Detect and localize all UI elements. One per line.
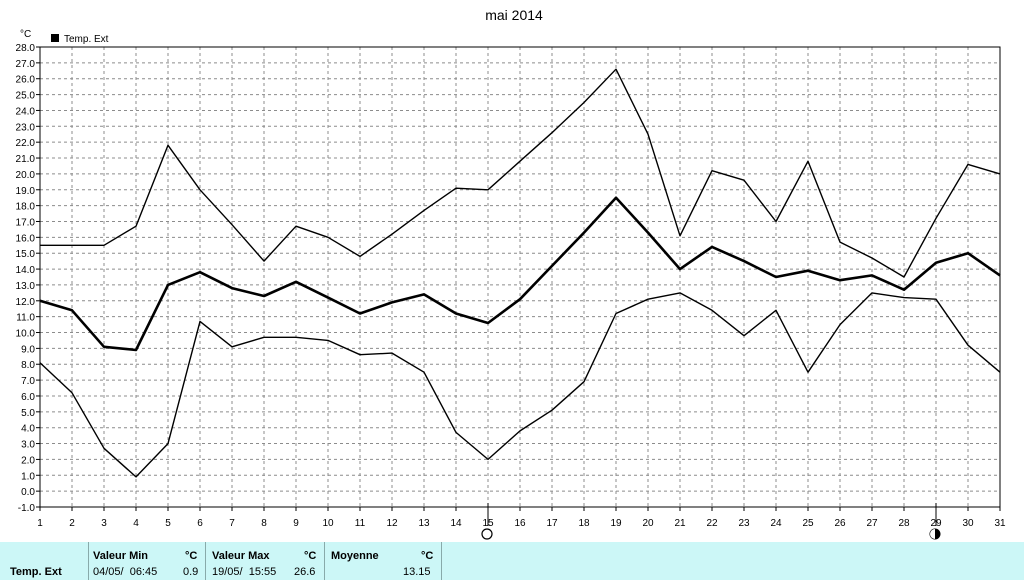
grid (40, 47, 1000, 507)
series-line-1 (40, 68, 1001, 278)
new-moon-icon-highlight (930, 529, 935, 539)
y-tick-label: 6.0 (21, 392, 35, 403)
chart-title: mai 2014 (485, 7, 543, 23)
y-tick-label: 25.0 (16, 91, 36, 102)
x-tick-label: 30 (962, 518, 974, 529)
y-tick-label: 27.0 (16, 59, 36, 70)
avg-header: Moyenne (331, 550, 379, 562)
x-tick-label: 13 (418, 518, 430, 529)
avg-value: 13.15 (403, 566, 431, 578)
plot-frame (39, 46, 1001, 508)
x-tick-label: 11 (355, 518, 366, 529)
y-tick-label: 23.0 (16, 122, 36, 133)
y-axis-ticks: -1.0 0.0 1.0 2.0 3.0 4.0 5.0 6.0 7.0 8.0 9.0 10.0 11… (16, 43, 40, 514)
y-tick-label: 3.0 (21, 440, 35, 451)
x-tick-label: 16 (514, 518, 526, 529)
y-tick-label: 16.0 (16, 233, 36, 244)
x-tick-label: 31 (994, 518, 1006, 529)
x-tick-label: 28 (898, 518, 910, 529)
max-header: Valeur Max (212, 550, 270, 562)
x-tick-label: 14 (450, 518, 462, 529)
stats-row-label-cell: Temp. Ext (0, 542, 89, 580)
max-value: 26.6 (294, 566, 316, 578)
min-cell: Valeur Min °C 04/05/ 06:45 0.9 (89, 542, 206, 580)
max-cell: Valeur Max °C 19/05/ 15:55 26.6 (206, 542, 325, 580)
legend-swatch (51, 34, 59, 42)
x-tick-label: 20 (642, 518, 654, 529)
x-tick-label: 26 (834, 518, 846, 529)
y-tick-label: 26.0 (16, 75, 36, 86)
x-tick-label: 8 (261, 518, 267, 529)
y-tick-label: 5.0 (21, 408, 35, 419)
y-tick-label: 10.0 (16, 329, 36, 340)
x-tick-label: 21 (674, 518, 686, 529)
stats-panel: Temp. Ext Valeur Min °C 04/05/ 06:45 0.9… (0, 542, 1024, 580)
x-tick-label: 6 (197, 518, 203, 529)
temperature-chart: mai 2014 °C Temp. Ext -1.0 0.0 1.0 2.0 3.0 4.… (16, 7, 1006, 540)
y-tick-label: 0.0 (21, 487, 35, 498)
y-tick-label: -1.0 (18, 503, 36, 514)
x-tick-label: 7 (229, 518, 235, 529)
avg-unit: °C (421, 550, 434, 562)
y-tick-label: 20.0 (16, 170, 36, 181)
x-tick-label: 18 (578, 518, 590, 529)
y-tick-label: 28.0 (16, 43, 36, 54)
x-tick-label: 25 (802, 518, 814, 529)
y-axis-unit: °C (20, 29, 31, 40)
y-tick-label: 21.0 (16, 154, 36, 165)
x-tick-label: 12 (386, 518, 398, 529)
y-tick-label: 9.0 (21, 344, 35, 355)
x-tick-label: 2 (69, 518, 75, 529)
y-tick-label: 4.0 (21, 424, 35, 435)
x-tick-label: 22 (706, 518, 718, 529)
y-tick-label: 18.0 (16, 202, 36, 213)
x-tick-label: 17 (546, 518, 558, 529)
x-tick-label: 19 (610, 518, 622, 529)
min-unit: °C (185, 550, 198, 562)
min-date: 04/05/ 06:45 (93, 566, 158, 578)
y-tick-label: 17.0 (16, 217, 36, 228)
x-tick-label: 3 (101, 518, 107, 529)
y-tick-label: 12.0 (16, 297, 36, 308)
series-line-3 (39, 292, 1001, 478)
x-axis-ticks: 1 2 3 4 5 6 7 8 9 10 11 12 13 14 15 16 17 18 19 20 21 22 23 24 2… (37, 507, 1006, 529)
x-tick-label: 1 (37, 518, 43, 529)
y-tick-label: 2.0 (21, 455, 35, 466)
max-date: 19/05/ 15:55 (212, 566, 277, 578)
y-tick-label: 1.0 (21, 471, 35, 482)
x-tick-label: 23 (738, 518, 750, 529)
x-tick-label: 5 (165, 518, 171, 529)
min-header: Valeur Min (93, 550, 149, 562)
x-tick-label: 24 (770, 518, 782, 529)
x-tick-label: 9 (293, 518, 299, 529)
y-tick-label: 11.0 (16, 313, 35, 324)
x-tick-label: 10 (322, 518, 334, 529)
series-line-2 (39, 196, 1001, 352)
avg-cell: Moyenne °C 13.15 (325, 542, 442, 580)
min-value: 0.9 (183, 566, 199, 578)
y-tick-label: 24.0 (16, 106, 36, 117)
y-tick-label: 14.0 (16, 265, 36, 276)
x-tick-label: 27 (866, 518, 878, 529)
y-tick-label: 22.0 (16, 138, 36, 149)
x-tick-label: 4 (133, 518, 139, 529)
y-tick-label: 8.0 (21, 360, 35, 371)
y-tick-label: 13.0 (16, 281, 36, 292)
max-unit: °C (304, 550, 317, 562)
y-tick-label: 19.0 (16, 186, 36, 197)
y-tick-label: 7.0 (21, 376, 35, 387)
moon-phases (481, 503, 941, 540)
legend-label: Temp. Ext (64, 34, 109, 45)
full-moon-icon (481, 528, 493, 540)
series-lines (39, 68, 1001, 478)
stats-row-label: Temp. Ext (10, 566, 62, 578)
y-tick-label: 15.0 (16, 249, 36, 260)
